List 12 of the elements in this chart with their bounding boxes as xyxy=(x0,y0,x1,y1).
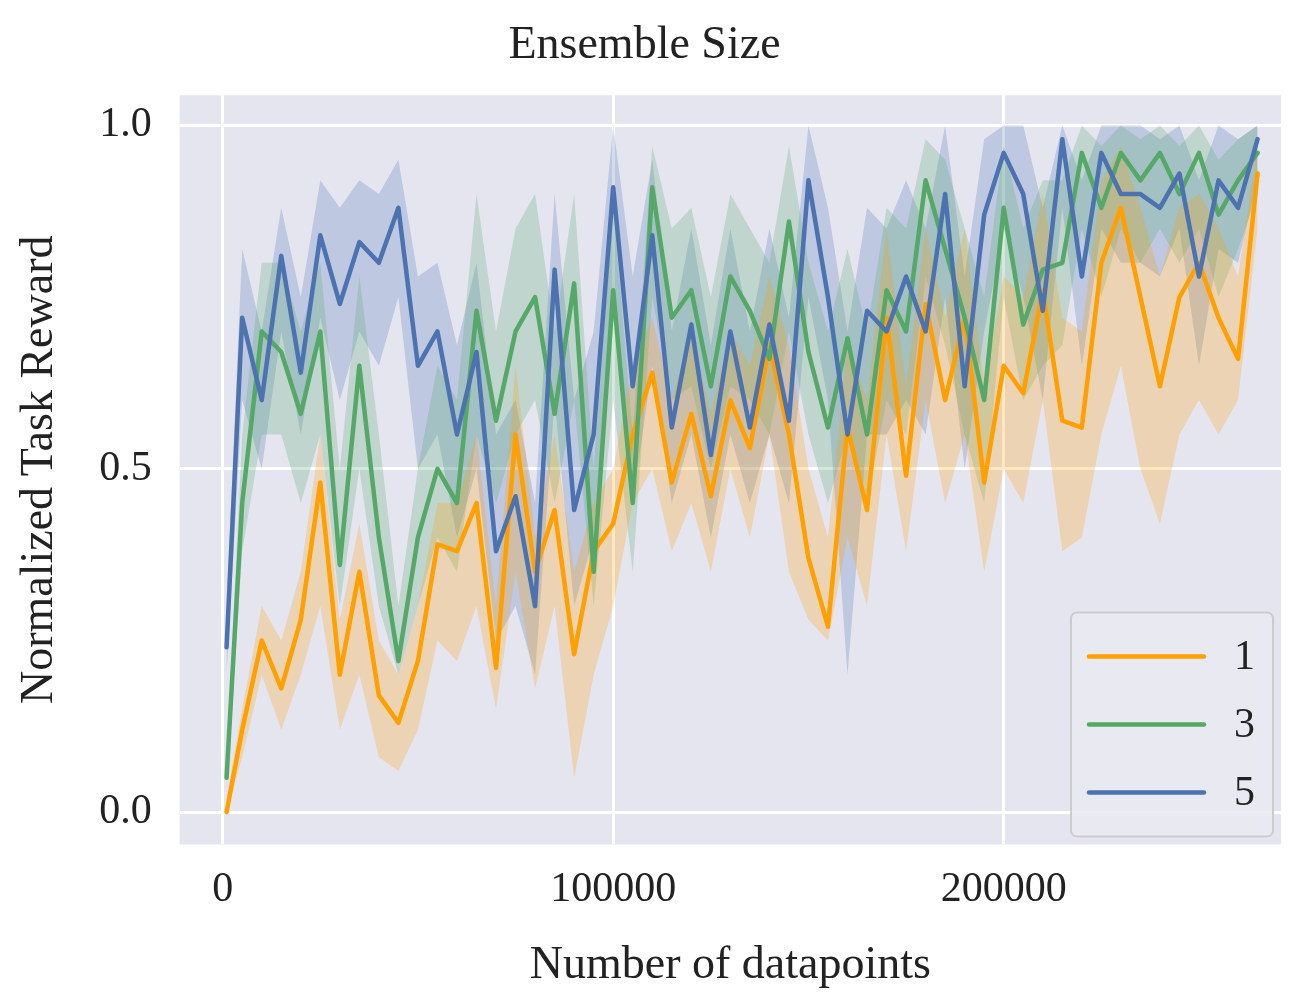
y-tick-label: 1.0 xyxy=(99,99,152,146)
legend-label: 3 xyxy=(1234,700,1255,747)
x-axis-title: Number of datapoints xyxy=(529,937,931,989)
chart-title: Ensemble Size xyxy=(508,16,781,68)
legend-label: 5 xyxy=(1234,768,1255,815)
x-tick-label: 0 xyxy=(212,863,234,910)
y-tick-label: 0.0 xyxy=(99,786,152,833)
y-tick-label: 0.5 xyxy=(99,442,152,489)
legend-label: 1 xyxy=(1234,632,1255,679)
x-tick-label: 200000 xyxy=(940,863,1067,910)
x-tick-label: 100000 xyxy=(550,863,677,910)
y-axis-title: Normalized Task Reward xyxy=(10,235,62,705)
